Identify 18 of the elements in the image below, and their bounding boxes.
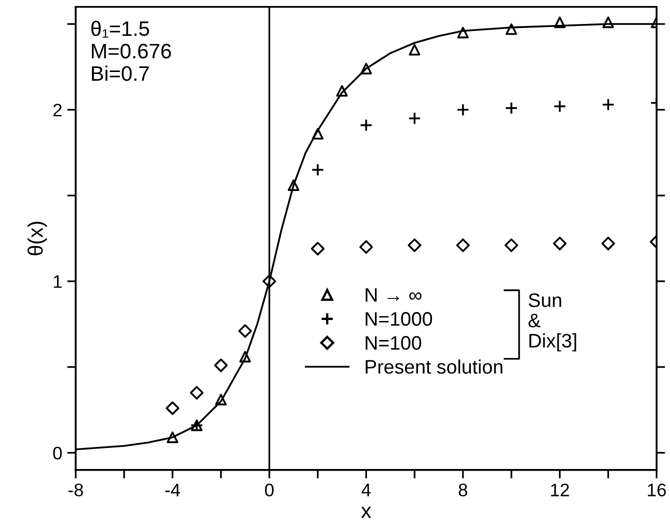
x-tick-label: 8 bbox=[458, 484, 468, 496]
y-tick-label: 1 bbox=[54, 275, 62, 288]
x-tick-label: -4 bbox=[165, 484, 180, 496]
legend-label: N → ∞ bbox=[366, 288, 422, 302]
x-tick-label: 12 bbox=[551, 484, 569, 496]
y-axis-title: θ(x) bbox=[28, 222, 47, 256]
legend-label: N=100 bbox=[366, 336, 422, 350]
legend-label: N=1000 bbox=[366, 312, 432, 326]
x-tick-label: -8 bbox=[68, 484, 83, 496]
annotation: Sun & Dix[3] bbox=[528, 293, 576, 352]
x-tick-label: 16 bbox=[648, 484, 666, 496]
legend-label: Present solution bbox=[366, 359, 502, 374]
y-tick-label: 2 bbox=[53, 104, 62, 116]
y-tick-label: 0 bbox=[53, 446, 62, 460]
x-axis-title: x bbox=[361, 506, 372, 518]
annotation: θ₁=1.5 M=0.676 Bi=0.7 bbox=[91, 20, 171, 81]
x-tick-label: 0 bbox=[265, 484, 274, 496]
x-tick-label: 4 bbox=[362, 484, 371, 496]
